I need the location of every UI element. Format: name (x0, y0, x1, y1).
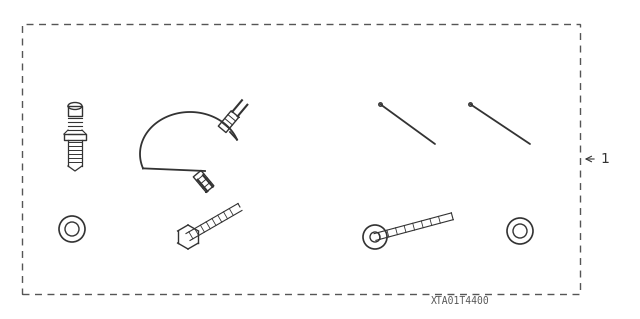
Text: 1: 1 (600, 152, 609, 166)
Bar (22, 24, 580, 294)
Text: XTA01T4400: XTA01T4400 (431, 296, 490, 306)
